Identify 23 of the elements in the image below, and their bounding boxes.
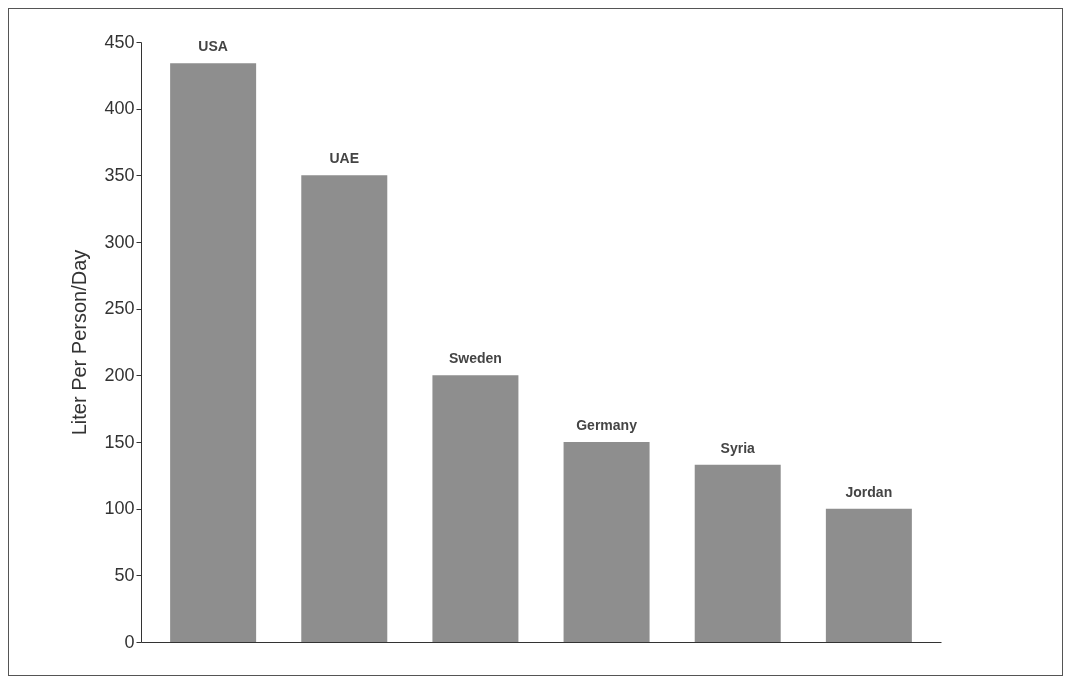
bar (825, 508, 912, 642)
bar (301, 175, 388, 642)
x-tick-label: Jordan (845, 483, 893, 500)
x-tick-label: Sweden (448, 350, 502, 367)
y-tick-label: 0 (124, 631, 135, 652)
y-axis-title: Liter Per Person/Day (68, 249, 91, 436)
y-tick-label: 450 (104, 31, 135, 52)
x-tick-label: Syria (720, 439, 756, 456)
y-tick-label: 350 (104, 164, 135, 185)
bar (170, 63, 257, 642)
y-tick-label: 100 (104, 498, 135, 519)
x-tick-label: UAE (329, 150, 360, 167)
x-tick-label: USA (198, 38, 228, 55)
y-tick-label: 250 (104, 298, 135, 319)
y-tick-label: 50 (114, 564, 135, 585)
y-tick-label: 150 (104, 431, 135, 452)
y-tick-label: 300 (104, 231, 135, 252)
x-tick-label: Germany (576, 417, 638, 433)
y-tick-label: 400 (104, 98, 135, 119)
bar (694, 464, 781, 642)
y-tick-label: 200 (104, 364, 135, 385)
bar (432, 375, 519, 642)
bar (563, 442, 650, 642)
